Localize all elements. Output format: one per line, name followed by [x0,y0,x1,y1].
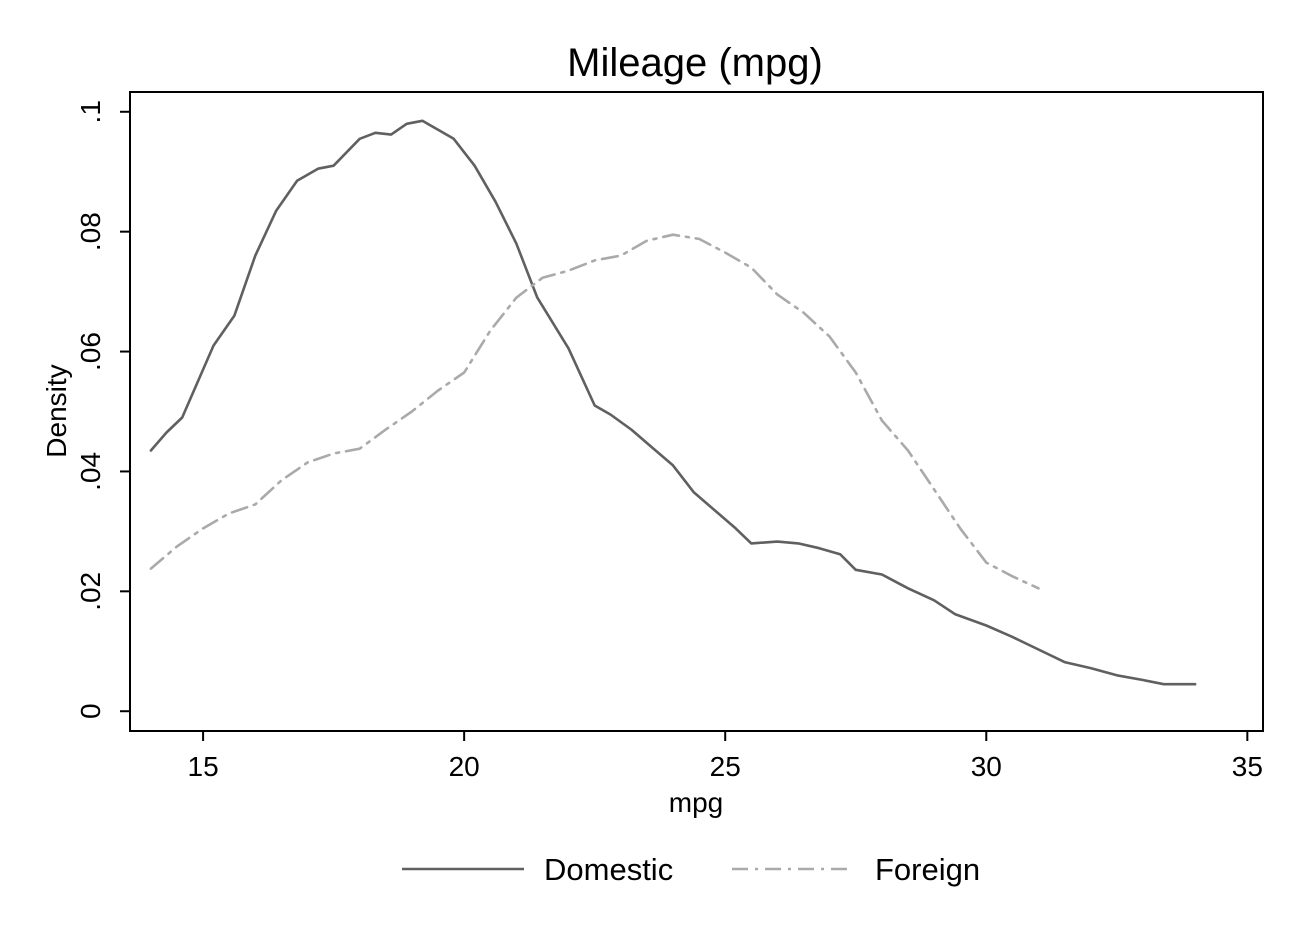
x-tick-label: 20 [449,751,480,782]
x-tick-label: 15 [188,751,219,782]
y-tick-label: .02 [75,572,106,611]
legend: Domestic Foreign [402,852,980,887]
x-tick-label: 25 [710,751,741,782]
legend-label-domestic: Domestic [544,852,673,887]
y-tick-label: .04 [75,452,106,491]
y-tick-label: .06 [75,332,106,371]
y-axis-label: Density [41,364,72,457]
plot-area [129,91,1264,732]
series-layer [149,119,1197,686]
y-axis: 0 .02 .04 .06 .08 .1 [75,100,130,719]
y-tick-label: 0 [75,703,106,719]
x-tick-label: 35 [1232,751,1263,782]
x-axis: 15 20 25 30 35 [188,731,1263,782]
series-line-foreign [149,233,1040,590]
x-tick-label: 30 [971,751,1002,782]
legend-label-foreign: Foreign [875,852,980,887]
y-tick-label: .1 [75,100,106,123]
x-axis-label: mpg [669,787,723,818]
chart-title: Mileage (mpg) [567,41,823,85]
series-line-domestic [149,119,1197,686]
y-tick-label: .08 [75,212,106,251]
